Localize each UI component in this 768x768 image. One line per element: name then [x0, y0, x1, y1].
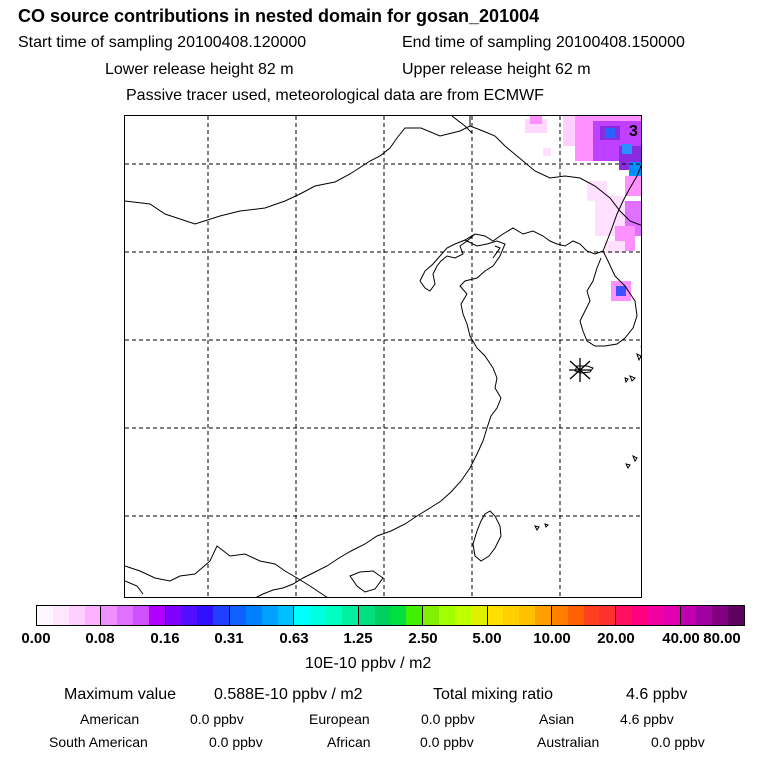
scale-tick-label: 0.08 — [85, 630, 115, 647]
map-panel: 3 — [124, 115, 642, 598]
total-mixing-value: 4.6 ppbv — [626, 686, 688, 703]
scale-tick-label: 80.00 — [703, 630, 741, 647]
jeju-island — [574, 365, 594, 374]
scale-tick-label: 10.00 — [533, 630, 571, 647]
scale-tick-label: 0.63 — [279, 630, 309, 647]
color-bin — [680, 606, 744, 625]
plume-cell — [530, 116, 542, 124]
vietnam-border — [125, 545, 328, 597]
region-name: African — [327, 734, 371, 750]
coastlines — [125, 116, 641, 597]
scale-unit: 10E-10 ppbv / m2 — [305, 655, 432, 672]
border-segment — [125, 580, 144, 595]
max-value: 0.588E-10 ppbv / m2 — [214, 686, 363, 703]
color-bin — [101, 606, 166, 625]
region-value: 0.0 ppbv — [420, 734, 474, 750]
map-corner-label: 3 — [629, 123, 638, 140]
china-east-coast — [255, 293, 502, 597]
korea-north-border — [602, 164, 641, 252]
manchuria-border — [469, 125, 641, 226]
region-name: European — [309, 711, 370, 727]
region-value: 4.6 ppbv — [620, 711, 674, 727]
region-name: Asian — [539, 711, 575, 727]
receptor-star-icon — [569, 358, 591, 382]
taiwan-island — [472, 510, 502, 562]
scale-tick-label: 1.25 — [343, 630, 373, 647]
japan-coast — [640, 346, 641, 358]
region-value: 0.0 ppbv — [209, 734, 263, 750]
upper-release-height: Upper release height 62 m — [402, 61, 591, 78]
tracer-note: Passive tracer used, meteorological data… — [126, 87, 544, 104]
scale-tick-label: 5.00 — [472, 630, 502, 647]
region-name: Australian — [537, 734, 600, 750]
scale-tick-label: 0.16 — [150, 630, 180, 647]
color-bin — [423, 606, 488, 625]
plume-cell — [622, 144, 632, 154]
scale-tick-label: 0.00 — [21, 630, 51, 647]
map-canvas: 3 — [125, 116, 641, 597]
scale-tick-label: 40.00 — [662, 630, 700, 647]
color-bin — [616, 606, 681, 625]
color-bin — [165, 606, 231, 625]
color-bin — [551, 606, 617, 625]
region-name: South American — [49, 734, 148, 750]
hainan-island — [349, 570, 384, 593]
map-title: CO source contributions in nested domain… — [18, 6, 540, 26]
bohai-coast — [419, 227, 604, 292]
plume-cell — [625, 176, 641, 196]
end-time: End time of sampling 20100408.150000 — [402, 34, 685, 51]
color-bin — [358, 606, 424, 625]
plume-cell — [616, 286, 626, 296]
scale-tick-label: 2.50 — [408, 630, 438, 647]
plume-cell — [605, 128, 615, 138]
lower-release-height: Lower release height 82 m — [105, 61, 294, 78]
start-time: Start time of sampling 20100408.120000 — [18, 34, 307, 51]
shandong-coast — [459, 239, 506, 295]
region-value: 0.0 ppbv — [190, 711, 244, 727]
region-name: American — [80, 711, 140, 727]
max-value-label: Maximum value — [64, 686, 177, 703]
ryukyu-islands — [534, 523, 549, 531]
scale-tick-label: 20.00 — [597, 630, 635, 647]
scale-tick-label: 0.31 — [214, 630, 244, 647]
lat-lon-grid — [125, 116, 641, 597]
islands — [624, 353, 641, 469]
color-scale-bar — [36, 605, 745, 626]
region-value: 0.0 ppbv — [421, 711, 475, 727]
color-bin — [37, 606, 102, 625]
total-mixing-label: Total mixing ratio — [433, 686, 554, 703]
coast-detail — [492, 245, 501, 259]
plume-cell — [605, 241, 625, 253]
color-bin — [230, 606, 295, 625]
mongolia-border — [125, 125, 471, 225]
color-bin — [294, 606, 359, 625]
korean-peninsula-coast — [579, 250, 638, 347]
plume-cell — [543, 148, 551, 156]
region-value: 0.0 ppbv — [651, 734, 705, 750]
color-bin — [487, 606, 552, 625]
border-segment — [451, 116, 473, 134]
concentration-plume — [525, 116, 641, 301]
